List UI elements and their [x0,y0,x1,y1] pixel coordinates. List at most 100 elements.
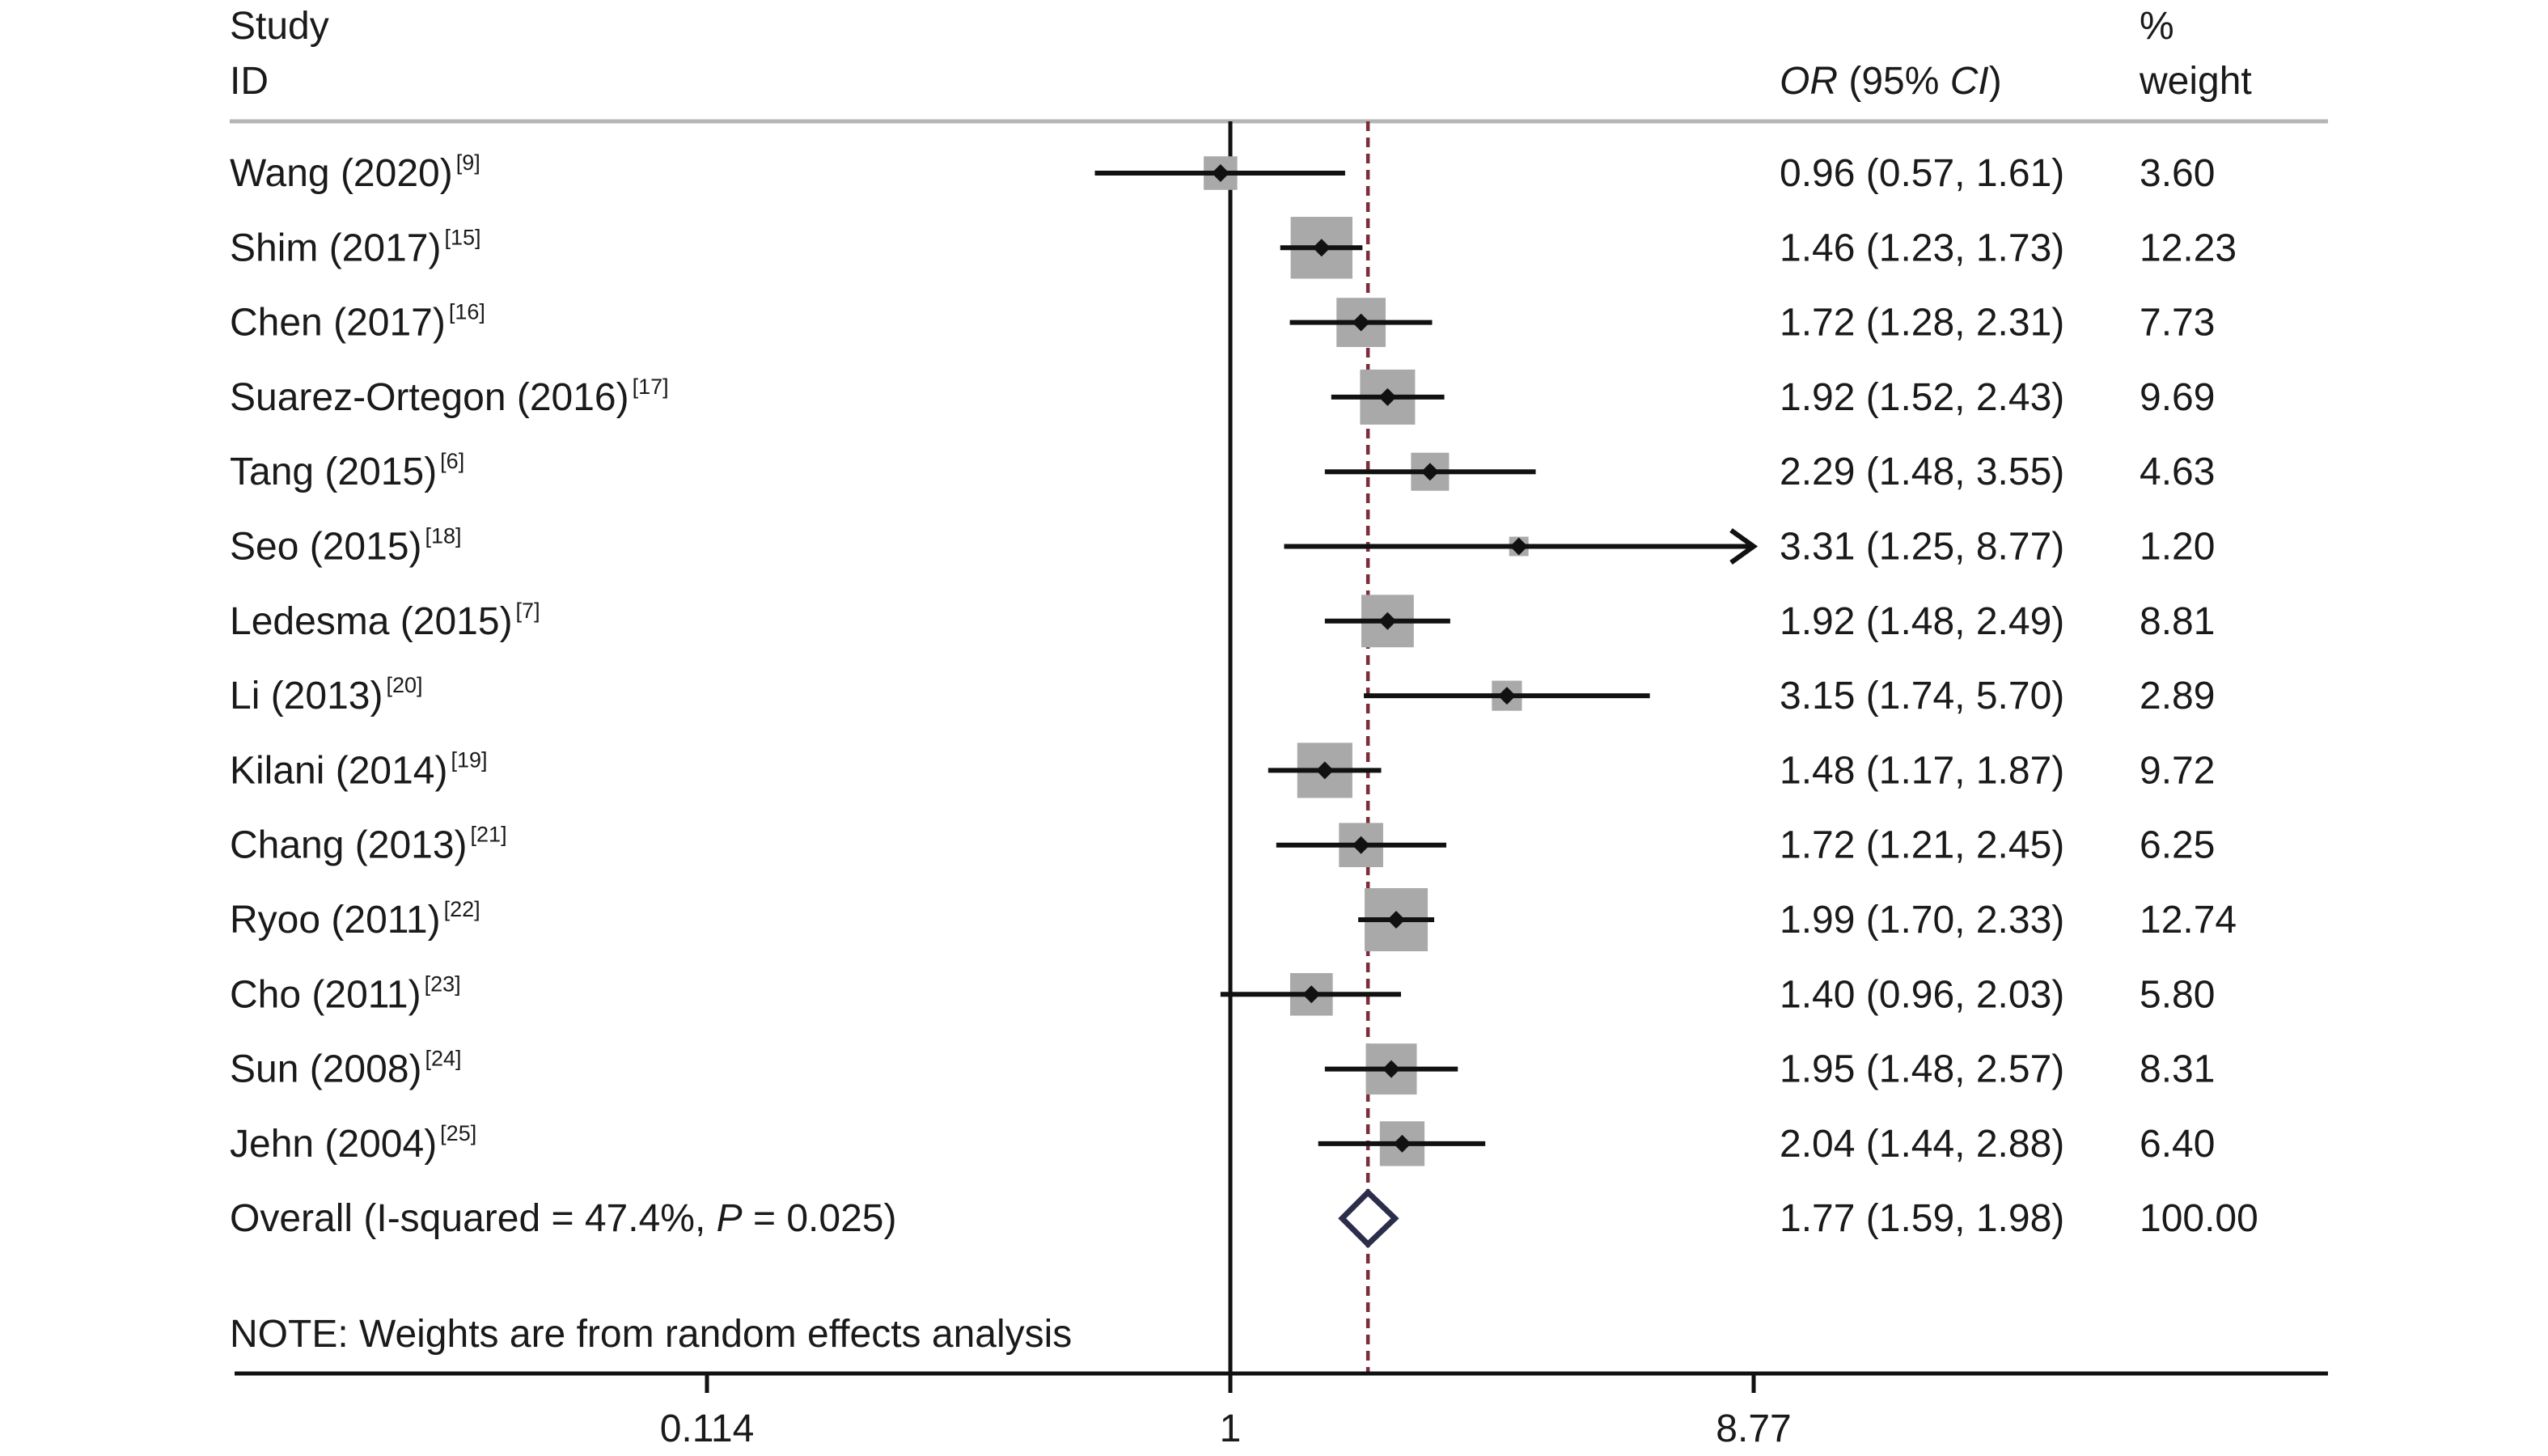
point-estimate-marker [1312,239,1331,257]
study-name: Seo (2015) [18] [230,524,462,569]
point-estimate-marker [1352,313,1370,332]
point-estimate-marker [1302,985,1321,1004]
study-weight: 8.81 [2140,600,2215,643]
study-marks [1094,156,1759,1249]
study-reference: [22] [444,897,480,921]
study-weight: 6.25 [2140,824,2215,867]
study-or-ci: 3.31 (1.25, 8.77) [1780,526,2064,569]
study-or-ci: 1.72 (1.28, 2.31) [1780,302,2064,345]
study-name-text: Jehn (2004) [230,1123,437,1166]
study-mark [1289,298,1433,347]
study-name: Ryoo (2011) [22] [230,897,480,942]
study-or-ci: 2.04 (1.44, 2.88) [1780,1123,2064,1166]
study-weight: 9.69 [2140,376,2215,419]
point-estimate-marker [1497,687,1516,705]
study-reference: [25] [440,1121,476,1145]
study-name-text: Shim (2017) [230,226,441,269]
study-name-text: Suarez-Ortegon (2016) [230,376,629,419]
study-name: Li (2013) [20] [230,673,423,717]
header-study: Study [230,5,329,48]
study-name: Chang (2013) [21] [230,823,507,867]
study-name-text: Cho (2011) [230,973,421,1016]
study-name-text: Ryoo (2011) [230,899,441,942]
study-name-text: Sun (2008) [230,1048,422,1091]
study-name: Tang (2015) [6] [230,449,464,493]
point-estimate-marker [1509,537,1528,556]
study-weight: 1.20 [2140,526,2215,569]
study-mark [1220,972,1401,1016]
study-reference: [20] [386,673,422,697]
study-or-ci: 1.46 (1.23, 1.73) [1780,226,2064,269]
study-reference: [23] [425,971,461,996]
study-name-text: Li (2013) [230,675,383,717]
study-weight: 8.31 [2140,1048,2215,1091]
study-weight: 4.63 [2140,451,2215,493]
point-estimate-marker [1382,1060,1401,1078]
study-name: Shim (2017) [15] [230,225,481,269]
study-name: Jehn (2004) [25] [230,1121,476,1166]
study-mark [1324,595,1450,648]
ci-arrow-right [1729,528,1759,565]
study-or-ci: 1.95 (1.48, 2.57) [1780,1048,2064,1091]
study-or-ci: 1.40 (0.96, 2.03) [1780,973,2064,1016]
study-reference: [21] [471,823,507,847]
x-axis-ticks: 0.114 1 8.77 [660,1373,1792,1450]
study-reference: [7] [516,599,540,623]
overall-weight: 100.00 [2140,1197,2258,1240]
study-reference: [24] [425,1047,462,1071]
x-tick-label: 1 [1220,1407,1242,1450]
study-name: Ledesma (2015) [7] [230,599,540,643]
header-id: ID [230,60,269,103]
overall-or-ci: 1.77 (1.59, 1.98) [1780,1197,2064,1240]
study-name-text: Wang (2020) [230,152,453,195]
study-or-ci: 3.15 (1.74, 5.70) [1780,675,2064,717]
study-weight: 12.23 [2140,226,2237,269]
reference-lines [1228,121,1370,1373]
study-mark [1268,743,1382,798]
study-name-text: Seo (2015) [230,526,422,569]
study-name: Suarez-Ortegon (2016) [17] [230,375,669,419]
study-mark [1364,680,1650,711]
point-estimate-marker [1378,387,1397,406]
study-weight: 3.60 [2140,152,2215,195]
study-reference: [16] [449,300,485,324]
study-name-text: Ledesma (2015) [230,600,513,643]
study-mark [1331,369,1445,425]
study-or-ci: 1.48 (1.17, 1.87) [1780,749,2064,792]
note-text: NOTE: Weights are from random effects an… [230,1313,1072,1356]
study-mark [1284,528,1759,565]
point-estimate-marker [1393,1134,1412,1153]
study-reference: [15] [444,225,480,249]
study-mark [1324,452,1536,491]
study-mark [1094,156,1345,190]
study-name-text: Chang (2013) [230,824,468,867]
x-tick-label: 0.114 [660,1407,755,1450]
point-estimate-marker [1387,911,1406,929]
header-or-ci: OR (95% CI) [1780,60,2002,103]
study-mark [1280,217,1363,279]
study-name: Kilani (2014) [19] [230,747,488,792]
study-name: Sun (2008) [24] [230,1047,462,1091]
point-estimate-marker [1211,164,1230,182]
study-mark [1318,1121,1486,1166]
header-weight: weight [2139,60,2252,103]
study-reference: [9] [456,150,480,175]
study-name: Wang (2020) [9] [230,150,480,195]
study-reference: [19] [451,747,487,772]
study-weight: 7.73 [2140,302,2215,345]
study-reference: [6] [440,449,464,473]
study-mark [1358,888,1435,951]
study-rows: Wang (2020) [9] 0.96 (0.57, 1.61) 3.60 Shim … [230,150,2237,1166]
study-name-text: Chen (2017) [230,302,446,345]
study-weight: 9.72 [2140,749,2215,792]
study-weight: 2.89 [2140,675,2215,717]
study-or-ci: 2.29 (1.48, 3.55) [1780,451,2064,493]
study-name: Cho (2011) [23] [230,971,461,1016]
study-name: Chen (2017) [16] [230,300,485,345]
study-weight: 12.74 [2140,899,2237,942]
point-estimate-marker [1378,612,1397,630]
study-or-ci: 1.72 (1.21, 2.45) [1780,824,2064,867]
study-reference: [18] [425,524,462,548]
overall-diamond [1338,1188,1399,1249]
